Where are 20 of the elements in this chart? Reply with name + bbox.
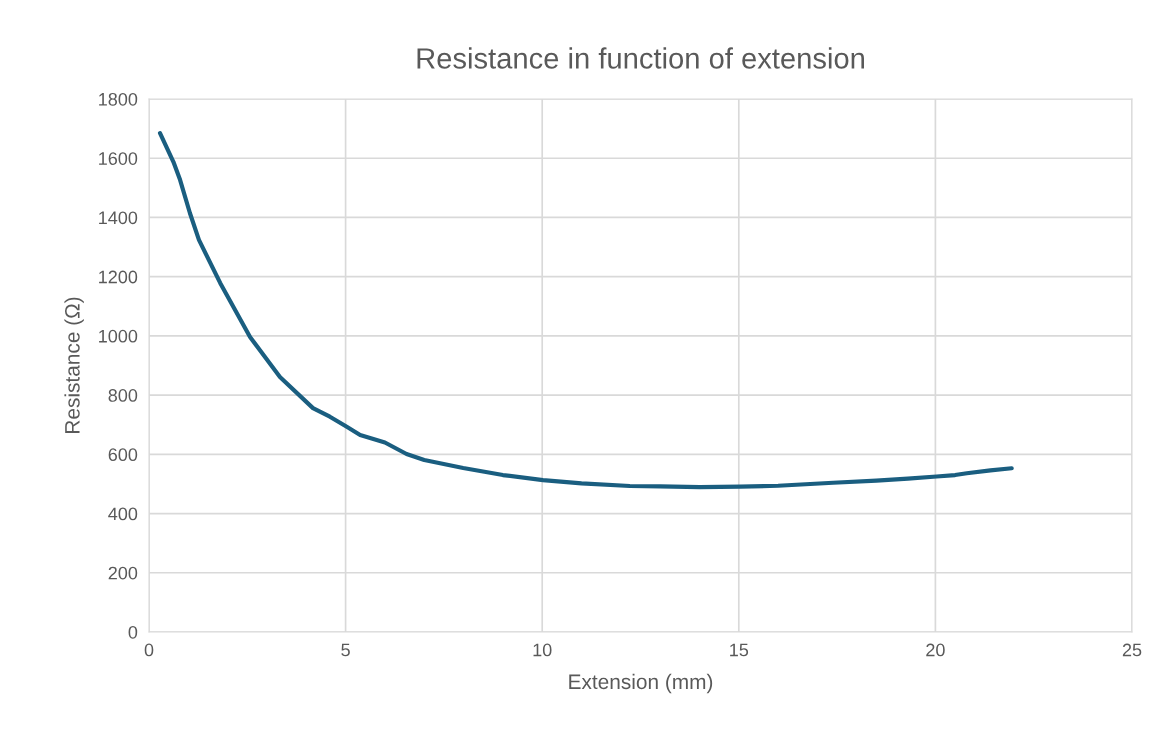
y-tick-label: 600	[108, 448, 138, 462]
y-tick-label: 800	[108, 389, 138, 402]
y-tick-label: 1400	[99, 211, 138, 225]
x-tick-label: 20	[926, 643, 945, 657]
y-tick-label: 0	[128, 625, 138, 639]
x-tick-label: 0	[144, 643, 154, 657]
line-series	[157, 130, 1014, 490]
x-tick-label: 25	[1122, 643, 1142, 657]
y-tick-label: 200	[108, 566, 138, 580]
x-tick-label: 10	[533, 643, 552, 657]
x-tick-label: 5	[341, 643, 350, 657]
chart-title: Resistance in function of extension	[417, 47, 864, 69]
y-tick-label: 1000	[99, 329, 138, 343]
x-axis-title: Extension (mm)	[569, 673, 713, 694]
x-tick-label: 15	[730, 643, 749, 657]
y-tick-label: 1200	[99, 270, 138, 284]
y-tick-label: 1600	[99, 152, 138, 165]
y-axis-title: Resistance (Ω)	[64, 297, 84, 433]
y-tick-label: 1800	[99, 92, 138, 106]
y-tick-label: 400	[108, 507, 138, 521]
